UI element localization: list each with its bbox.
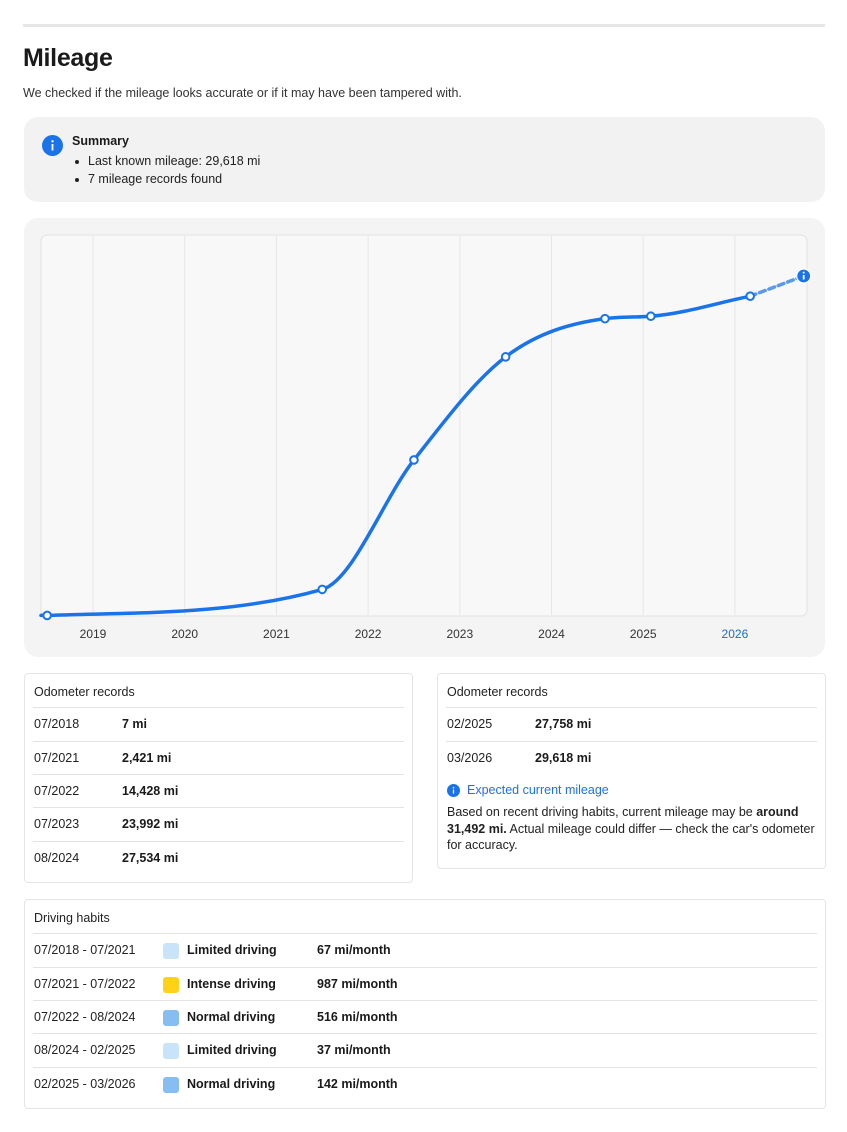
driving-habits-card: Driving habits 07/2018 - 07/2021 Limited… [24, 899, 826, 1109]
data-point [317, 584, 328, 595]
table-row: 07/2021 - 07/2022 Intense driving 987 mi… [33, 967, 817, 1001]
x-tick-label: 2021 [263, 627, 290, 641]
expected-mileage-header: Expected current mileage [447, 783, 817, 797]
expected-text-before: Based on recent driving habits, current … [447, 805, 757, 819]
projection-line [748, 274, 806, 298]
habit-rate: 142 mi/month [317, 1077, 398, 1091]
summary-item-record-count: 7 mileage records found [72, 171, 260, 189]
plot-area [40, 234, 808, 617]
x-tick-label: 2019 [80, 627, 107, 641]
record-mileage: 23,992 mi [122, 817, 179, 831]
habit-color-swatch [163, 1077, 179, 1093]
x-tick-label: 2025 [630, 627, 657, 641]
record-date: 02/2025 [447, 717, 493, 731]
data-point [42, 610, 52, 621]
habit-period: 07/2021 - 07/2022 [34, 977, 136, 991]
habit-color-swatch [163, 943, 179, 959]
table-row: 03/2026 29,618 mi [446, 741, 817, 775]
odometer-records-title: Odometer records [447, 685, 548, 699]
page-subtitle: We checked if the mileage looks accurate… [23, 86, 462, 100]
record-date: 08/2024 [34, 851, 80, 865]
record-mileage: 2,421 mi [122, 751, 172, 765]
odometer-records-left: Odometer records 07/2018 7 mi 07/2021 2,… [24, 673, 413, 883]
data-point [409, 455, 419, 465]
habit-period: 08/2024 - 02/2025 [34, 1043, 136, 1057]
table-row: 08/2024 27,534 mi [33, 841, 404, 875]
record-date: 07/2022 [34, 784, 80, 798]
record-date: 07/2021 [34, 751, 80, 765]
summary-box: Summary Last known mileage: 29,618 mi 7 … [24, 117, 825, 202]
habit-label: Normal driving [187, 1010, 276, 1024]
expected-mileage-note: Expected current mileage Based on recent… [447, 783, 817, 854]
data-point [600, 313, 610, 324]
summary-list: Last known mileage: 29,618 mi 7 mileage … [72, 153, 260, 188]
record-mileage: 27,534 mi [122, 851, 179, 865]
habit-period: 07/2022 - 08/2024 [34, 1010, 136, 1024]
habit-rate: 37 mi/month [317, 1043, 391, 1057]
habit-label: Intense driving [187, 977, 276, 991]
driving-habits-title: Driving habits [34, 911, 110, 925]
x-tick-label: 2020 [171, 627, 198, 641]
record-mileage: 7 mi [122, 717, 148, 731]
mileage-chart: 2019 2020 2021 2022 2023 2024 2025 2026 [39, 234, 812, 641]
record-date: 03/2026 [447, 751, 493, 765]
habit-label: Limited driving [187, 943, 277, 957]
odometer-records-right: Odometer records 02/2025 27,758 mi 03/20… [437, 673, 826, 869]
record-date: 07/2023 [34, 817, 80, 831]
x-tick-label: 2026 [722, 627, 749, 641]
table-row: 02/2025 - 03/2026 Normal driving 142 mi/… [33, 1067, 817, 1101]
table-row: 07/2021 2,421 mi [33, 741, 404, 775]
data-point [500, 352, 511, 362]
table-row: 02/2025 27,758 mi [446, 707, 817, 741]
top-divider [23, 24, 825, 27]
record-mileage: 29,618 mi [535, 751, 592, 765]
habit-period: 02/2025 - 03/2026 [34, 1077, 136, 1091]
data-point [646, 311, 656, 322]
table-row: 07/2022 - 08/2024 Normal driving 516 mi/… [33, 1000, 817, 1034]
x-tick-label: 2022 [355, 627, 382, 641]
expected-text-after: Actual mileage could differ — check the … [447, 821, 815, 853]
record-date: 07/2018 [34, 717, 80, 731]
table-row: 07/2023 23,992 mi [33, 807, 404, 841]
table-row: 07/2018 - 07/2021 Limited driving 67 mi/… [33, 933, 817, 967]
habit-rate: 67 mi/month [317, 943, 391, 957]
habit-color-swatch [163, 1010, 179, 1026]
info-icon-dot [802, 271, 805, 274]
table-row: 07/2022 14,428 mi [33, 774, 404, 808]
expected-mileage-text: Based on recent driving habits, current … [447, 804, 817, 854]
expected-text-bold: around 31,492 mi. [447, 805, 799, 836]
summary-title: Summary [72, 134, 129, 148]
info-icon [447, 783, 460, 797]
table-row: 07/2018 7 mi [33, 707, 404, 741]
page-title: Mileage [23, 44, 113, 72]
table-row: 08/2024 - 02/2025 Limited driving 37 mi/… [33, 1033, 817, 1067]
x-tick-label: 2023 [446, 627, 473, 641]
habit-color-swatch [163, 977, 179, 993]
info-icon-stem [802, 274, 805, 280]
habit-label: Limited driving [187, 1043, 277, 1057]
expected-mileage-title: Expected current mileage [467, 783, 609, 797]
habit-label: Normal driving [187, 1077, 276, 1091]
habit-rate: 516 mi/month [317, 1010, 398, 1024]
record-mileage: 27,758 mi [535, 717, 592, 731]
info-icon [42, 135, 63, 156]
x-tick-label: 2024 [538, 627, 565, 641]
odometer-records-title: Odometer records [34, 685, 135, 699]
mileage-chart-card: 2019 2020 2021 2022 2023 2024 2025 2026 [24, 218, 825, 657]
habit-color-swatch [163, 1043, 179, 1059]
summary-item-last-mileage: Last known mileage: 29,618 mi [72, 153, 260, 171]
habit-rate: 987 mi/month [317, 977, 398, 991]
record-mileage: 14,428 mi [122, 784, 179, 798]
data-point [745, 291, 755, 301]
habit-period: 07/2018 - 07/2021 [34, 943, 136, 957]
